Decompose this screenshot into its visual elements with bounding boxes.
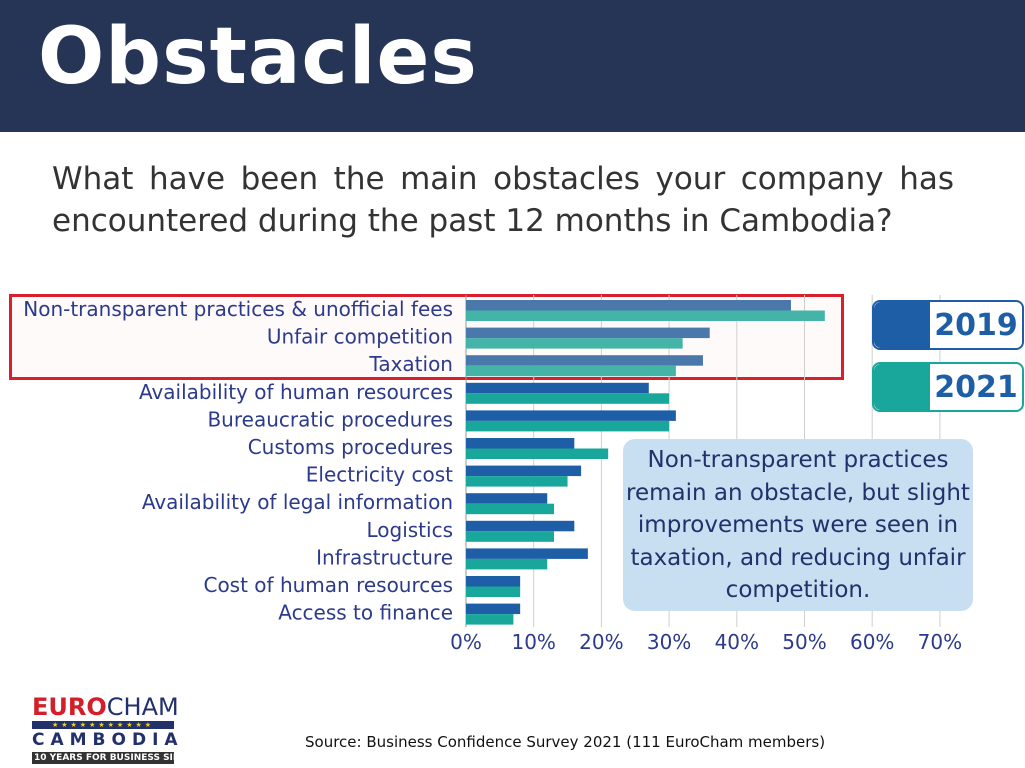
- bar-2021: [466, 310, 825, 321]
- bar-2019: [466, 520, 575, 532]
- bar-2019: [466, 576, 521, 587]
- bar-2021: [466, 558, 548, 570]
- page-title: Obstacles: [38, 12, 478, 102]
- category-label: Availability of human resources: [139, 380, 453, 404]
- logo-tagline: 10 YEARS FOR BUSINESS SINCE 2011: [32, 752, 222, 764]
- bar-2021: [466, 503, 555, 515]
- category-label: Taxation: [368, 352, 453, 376]
- legend-label-2021: 2021: [930, 364, 1022, 410]
- bar-2019: [466, 438, 575, 449]
- bar-2021: [466, 614, 514, 625]
- bar-2019: [466, 300, 791, 311]
- header-bar: Obstacles: [0, 0, 1025, 132]
- category-label: Cost of human resources: [203, 573, 453, 597]
- eurocham-logo: EUROCHAM ★★★★★★★★★★★ CAMBODIA 10 YEARS F…: [32, 693, 222, 764]
- x-tick-label: 20%: [579, 630, 623, 654]
- bar-2021: [466, 586, 521, 597]
- x-tick-label: 70%: [918, 630, 962, 654]
- source-note: Source: Business Confidence Survey 2021 …: [305, 733, 826, 751]
- category-label: Infrastructure: [316, 545, 453, 569]
- x-tick-label: 60%: [850, 630, 894, 654]
- bar-2019: [466, 493, 548, 504]
- category-label: Access to finance: [278, 601, 453, 625]
- bar-2019: [466, 465, 582, 477]
- x-tick-label: 30%: [647, 630, 691, 654]
- bar-2019: [466, 327, 710, 339]
- category-label: Logistics: [366, 518, 453, 542]
- bar-2019: [466, 355, 703, 366]
- legend-2019: 2019: [872, 300, 1024, 350]
- logo-country: CAMBODIA: [32, 730, 184, 750]
- logo-euro: EURO: [32, 693, 107, 721]
- survey-question: What have been the main obstacles your c…: [52, 161, 954, 239]
- bar-2019: [466, 548, 588, 559]
- category-label: Bureaucratic procedures: [207, 407, 453, 431]
- bar-2021: [466, 393, 670, 404]
- legend-swatch-2019: [874, 302, 930, 348]
- bar-2021: [466, 476, 568, 487]
- category-label: Unfair competition: [267, 325, 453, 349]
- category-label: Availability of legal information: [142, 490, 453, 514]
- bar-2021: [466, 338, 683, 349]
- logo-stars: ★★★★★★★★★★★: [32, 721, 174, 729]
- legend-2021: 2021: [872, 362, 1024, 412]
- bar-2021: [466, 531, 555, 542]
- callout-note: Non-transparent practices remain an obst…: [623, 439, 973, 611]
- x-tick-label: 50%: [782, 630, 826, 654]
- bar-2021: [466, 448, 609, 459]
- x-tick-label: 40%: [715, 630, 759, 654]
- bar-2019: [466, 382, 649, 394]
- category-label: Customs procedures: [248, 435, 453, 459]
- x-tick-label: 0%: [450, 630, 482, 654]
- bar-2019: [466, 603, 521, 615]
- category-label: Non-transparent practices & unofficial f…: [23, 297, 453, 321]
- legend-label-2019: 2019: [930, 302, 1022, 348]
- category-label: Electricity cost: [306, 463, 453, 487]
- bar-2021: [466, 365, 676, 377]
- bar-2021: [466, 420, 670, 432]
- bar-2019: [466, 410, 676, 421]
- x-tick-label: 10%: [511, 630, 555, 654]
- logo-cham: CHAM: [106, 693, 179, 721]
- legend-swatch-2021: [874, 364, 930, 410]
